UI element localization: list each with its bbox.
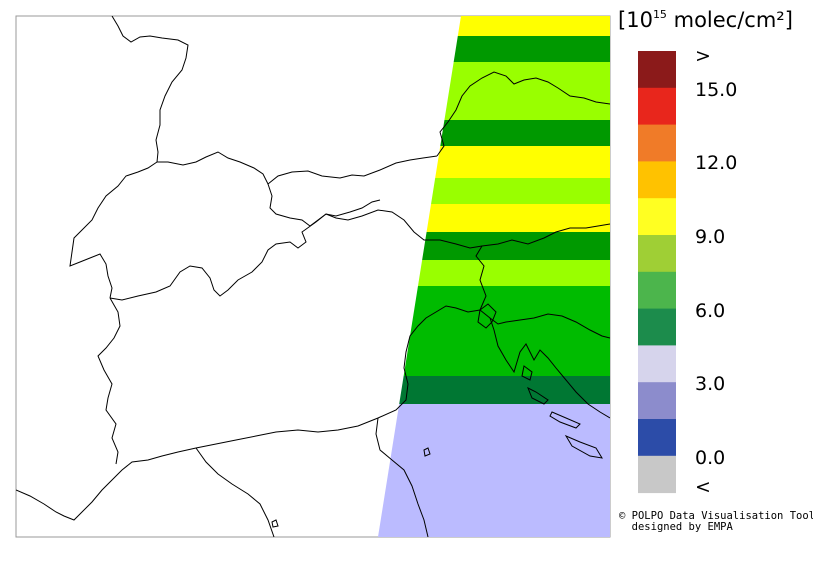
credit-line-1: POLPO Data Visualisation Tool (631, 510, 813, 522)
slovenia-border (475, 245, 610, 339)
legend-colorbar (638, 51, 676, 494)
croatian-islands-a (527, 386, 549, 405)
emilia-border (195, 447, 275, 537)
legend-swatch (638, 235, 676, 273)
coastal-lake (423, 447, 431, 457)
croatian-islands-d (521, 365, 533, 381)
tuscany-border (375, 417, 429, 537)
legend-swatch (638, 124, 676, 162)
legend-swatch (638, 455, 676, 494)
legend-swatch (638, 51, 676, 89)
legend-swatch (638, 161, 676, 199)
legend-label-0: 0.0 (695, 447, 726, 469)
legend-label-below: < (695, 476, 711, 498)
austria-italy-border (325, 209, 610, 249)
istria-detail (477, 303, 497, 329)
legend-swatch (638, 382, 676, 420)
legend-swatch (638, 419, 676, 457)
legend-swatch (638, 271, 676, 310)
small-island (271, 519, 279, 528)
legend-swatch (638, 198, 676, 236)
legend-swatch (638, 87, 676, 126)
france-germany-border (111, 16, 189, 163)
legend-label-9: 9.0 (695, 226, 726, 248)
swath-band (378, 376, 610, 404)
unit-base: 10 (626, 8, 653, 32)
legend-label-3: 3.0 (695, 373, 726, 395)
legend-label-6: 6.0 (695, 300, 726, 322)
legend-label-12: 12.0 (695, 152, 738, 174)
credit-line-2: designed by EMPA (631, 521, 733, 533)
legend-label-15: 15.0 (695, 79, 738, 101)
croatian-islands-c (564, 434, 603, 459)
swiss-eastern-border (267, 183, 381, 227)
ligurian-coast (16, 305, 481, 521)
croatian-coast (489, 317, 610, 419)
legend-label-above: > (695, 45, 711, 67)
swiss-southern-border (109, 213, 327, 301)
unit-open-bracket: [ (618, 8, 627, 32)
unit-exponent: 15 (652, 8, 667, 21)
swath-band (378, 404, 610, 537)
italy-france-border (97, 297, 121, 465)
legend-swatch (638, 345, 676, 383)
austria-germany-border (436, 71, 610, 157)
legend-unit-title: [1015 molec/cm²] (618, 8, 793, 32)
copyright-symbol: © (619, 510, 626, 522)
swiss-northern-border (157, 151, 438, 185)
swiss-western-border (69, 161, 158, 299)
legend-swatch (638, 308, 676, 346)
unit-text: molec/cm² (673, 8, 785, 32)
unit-close-bracket: ] (784, 8, 793, 32)
croatian-islands-b (549, 411, 581, 429)
credit-text: © POLPO Data Visualisation Tool designed… (619, 511, 813, 533)
